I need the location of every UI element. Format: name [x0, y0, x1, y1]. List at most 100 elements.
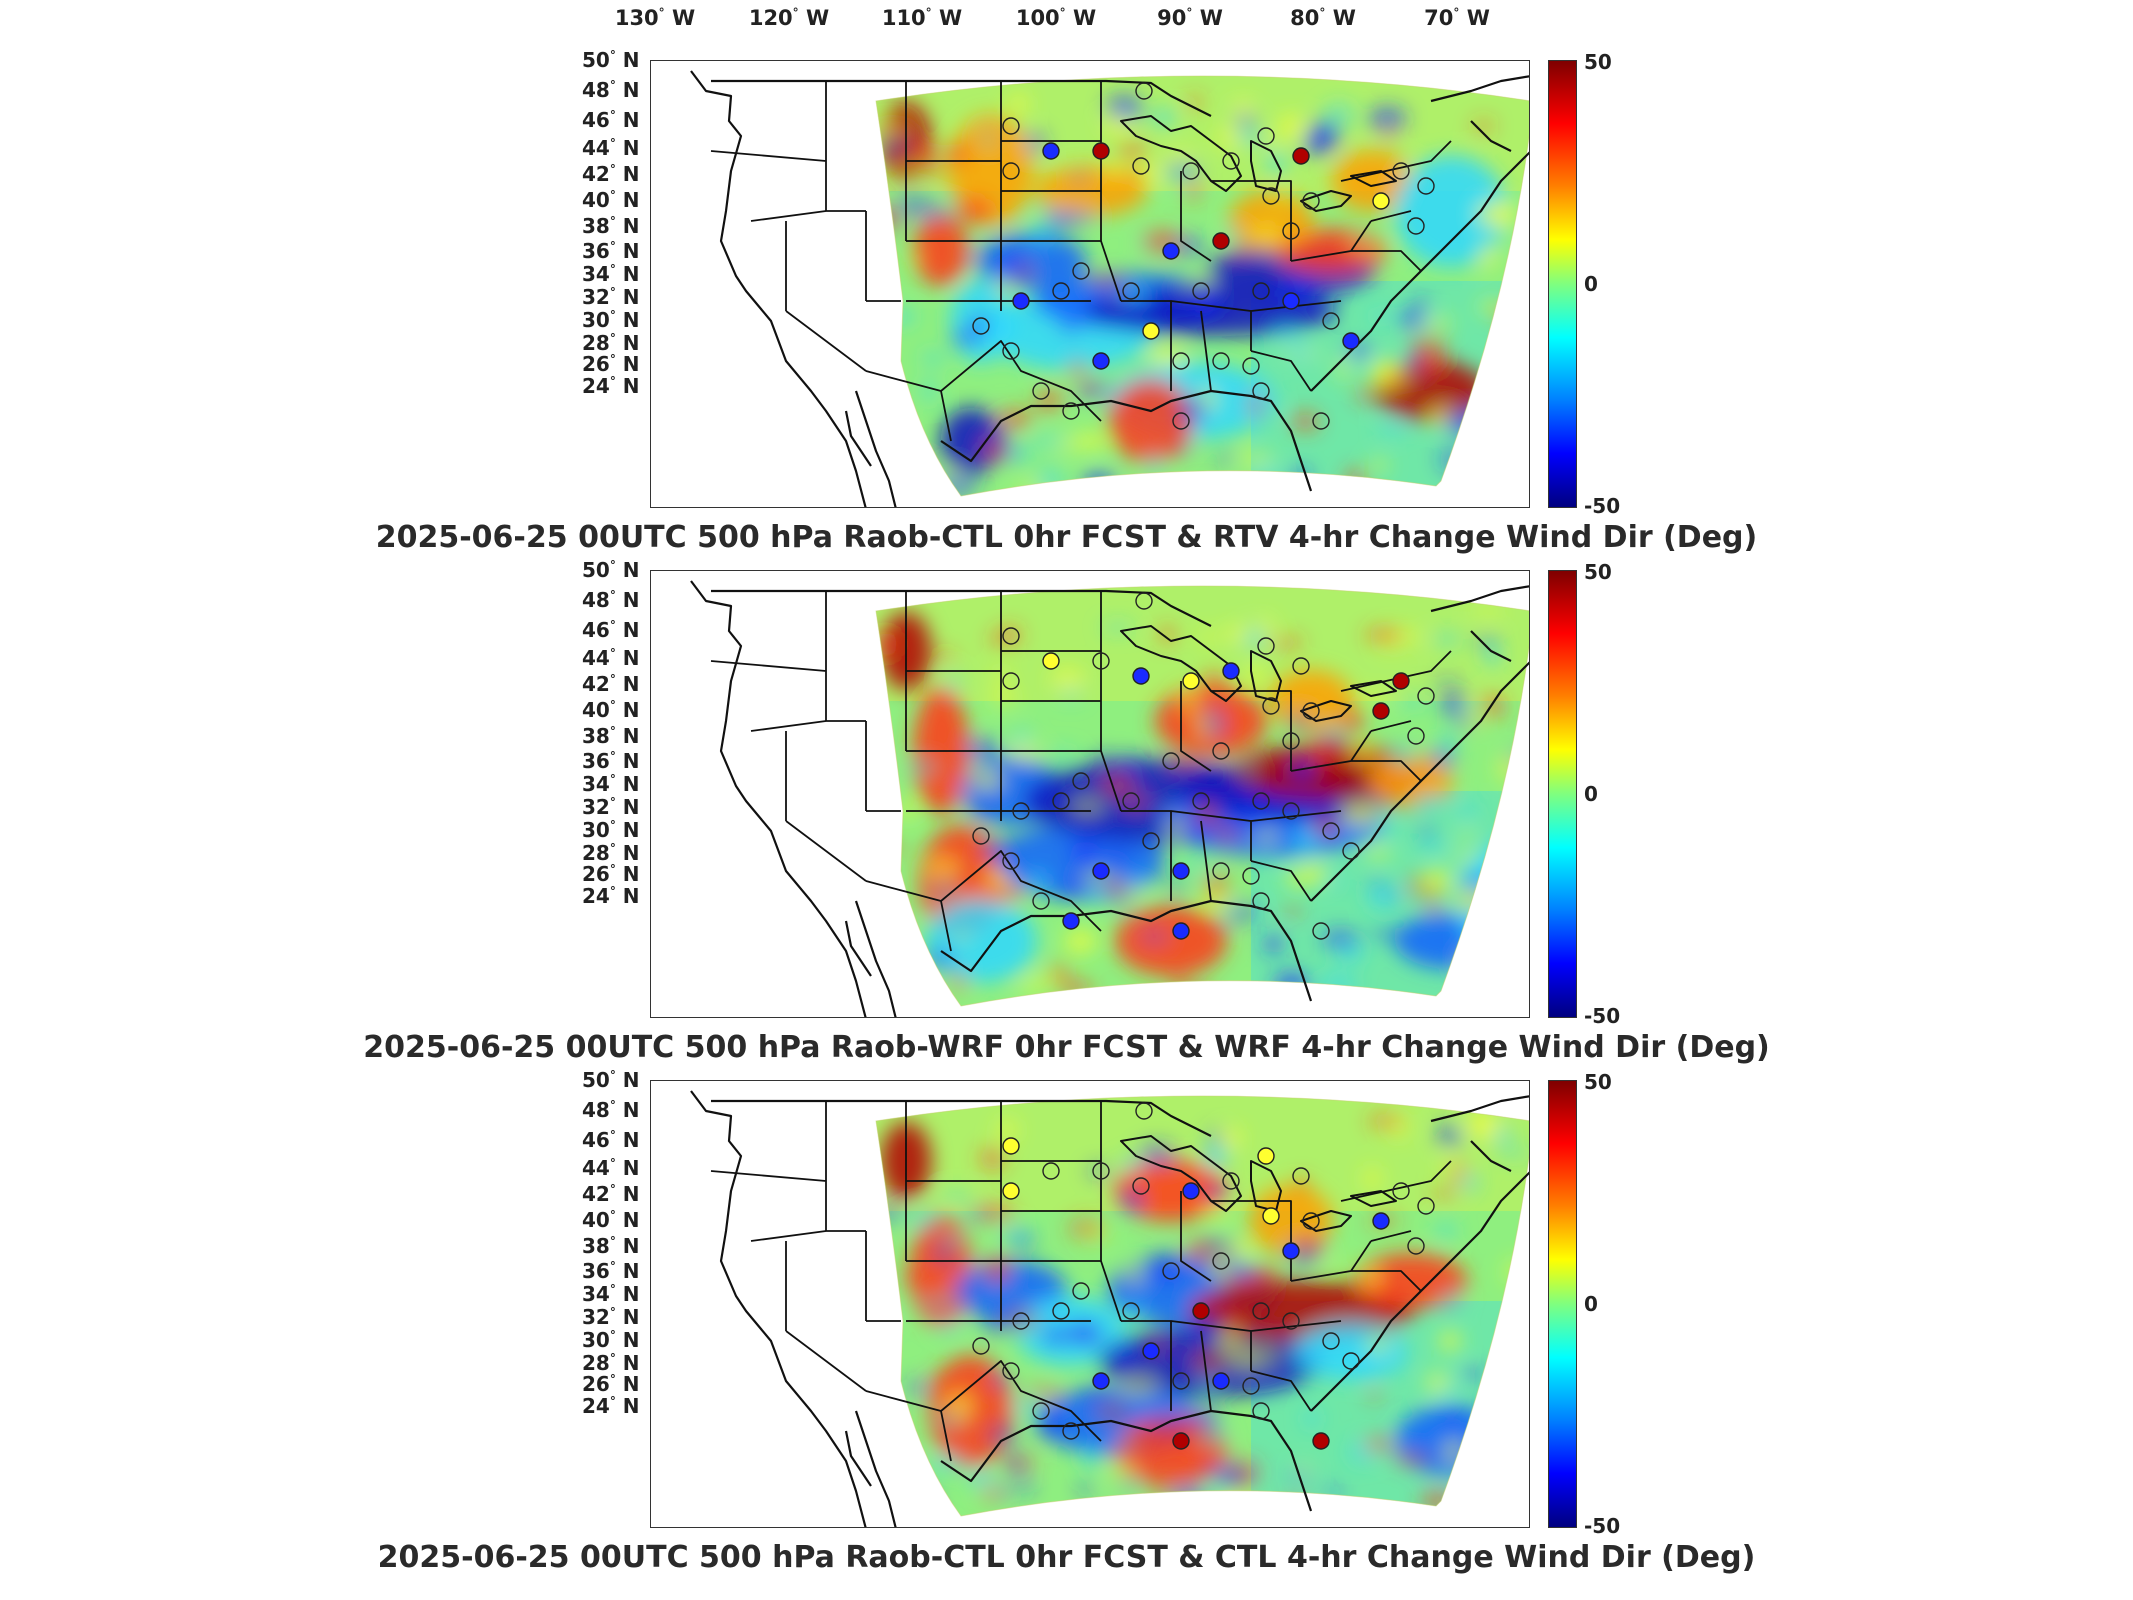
raob-station-marker — [1182, 162, 1200, 180]
raob-station-marker — [1172, 1372, 1190, 1390]
west-coastline — [690, 70, 867, 507]
lat-label-46n: 46° N — [582, 618, 640, 642]
raob-station-marker — [1222, 1172, 1240, 1190]
lat-label-34n: 34° N — [582, 1282, 640, 1306]
raob-station-marker — [1407, 1237, 1425, 1255]
raob-station-marker — [1252, 282, 1270, 300]
lon-label-70w: 70° W — [1424, 6, 1490, 30]
new-england-coast — [1430, 1095, 1529, 1172]
new-england-coast — [1430, 75, 1529, 152]
raob-station-marker — [1135, 1102, 1153, 1120]
raob-station-marker — [1172, 1432, 1190, 1450]
raob-station-marker — [1072, 1282, 1090, 1300]
lon-label-90w: 90° W — [1157, 6, 1223, 30]
lat-label-32n: 32° N — [582, 285, 640, 309]
raob-station-marker — [1242, 867, 1260, 885]
lat-label-26n: 26° N — [582, 352, 640, 376]
raob-station-marker — [1257, 1147, 1275, 1165]
raob-station-marker — [1392, 1182, 1410, 1200]
raob-station-marker — [1282, 1312, 1300, 1330]
raob-station-marker — [1042, 1162, 1060, 1180]
lat-label-42n: 42° N — [582, 672, 640, 696]
panel-title: 2025-06-25 00UTC 500 hPa Raob-CTL 0hr FC… — [375, 520, 1758, 555]
panel-title: 2025-06-25 00UTC 500 hPa Raob-CTL 0hr FC… — [377, 1540, 1756, 1575]
colorbar-mid-label: 0 — [1584, 272, 1598, 296]
raob-station-marker — [1262, 1207, 1280, 1225]
raob-station-marker — [1282, 1242, 1300, 1260]
colorbar-min-label: -50 — [1584, 1514, 1621, 1538]
raob-station-marker — [1312, 922, 1330, 940]
raob-station-marker — [1002, 627, 1020, 645]
state-borders — [710, 1101, 1452, 1462]
west-coastline — [690, 1090, 867, 1527]
raob-station-marker — [1042, 142, 1060, 160]
raob-station-marker — [1257, 637, 1275, 655]
raob-station-marker — [1242, 1377, 1260, 1395]
raob-station-marker — [1042, 652, 1060, 670]
raob-station-marker — [1092, 1372, 1110, 1390]
lat-label-40n: 40° N — [582, 1208, 640, 1232]
raob-station-marker — [1407, 727, 1425, 745]
raob-station-marker — [1372, 192, 1390, 210]
raob-station-marker — [1162, 242, 1180, 260]
panel-title: 2025-06-25 00UTC 500 hPa Raob-WRF 0hr FC… — [363, 1030, 1770, 1065]
raob-station-marker — [1212, 232, 1230, 250]
raob-station-marker — [1252, 1302, 1270, 1320]
lat-label-36n: 36° N — [582, 749, 640, 773]
great-lakes — [1120, 625, 1397, 722]
west-coastline — [690, 580, 867, 1017]
raob-station-marker — [1372, 702, 1390, 720]
map-svg — [690, 1090, 1529, 1527]
lon-label-110w: 110° W — [881, 6, 963, 30]
lat-label-28n: 28° N — [582, 1351, 640, 1375]
map-svg — [690, 580, 1529, 1017]
lat-label-28n: 28° N — [582, 331, 640, 355]
raob-station-marker — [1282, 292, 1300, 310]
lat-label-48n: 48° N — [582, 1098, 640, 1122]
raob-station-marker — [1292, 1167, 1310, 1185]
raob-station-marker — [1322, 1332, 1340, 1350]
raob-station-marker — [1312, 1432, 1330, 1450]
lat-label-36n: 36° N — [582, 1259, 640, 1283]
map-panel-1: 50° N 48° N 46° N 44° N 42° N 40° N 38° N 36° N… — [0, 48, 2133, 560]
baja-peninsula — [844, 1410, 897, 1527]
raob-station-marker — [1212, 352, 1230, 370]
raob-station-marker — [1002, 342, 1020, 360]
raob-station-marker — [1012, 292, 1030, 310]
lat-label-44n: 44° N — [582, 136, 640, 160]
colorbar-mid-label: 0 — [1584, 1292, 1598, 1316]
raob-station-marker — [1212, 1372, 1230, 1390]
raob-station-marker — [1417, 687, 1435, 705]
map-plot-area — [650, 1080, 1530, 1528]
lat-label-30n: 30° N — [582, 1328, 640, 1352]
raob-station-marker — [1002, 162, 1020, 180]
raob-station-marker — [1002, 1137, 1020, 1155]
colorbar — [1548, 1080, 1577, 1528]
raob-station-marker — [1172, 922, 1190, 940]
raob-station-marker — [1135, 592, 1153, 610]
colorbar-max-label: 50 — [1584, 50, 1612, 74]
raob-station-marker — [1072, 772, 1090, 790]
raob-station-marker — [1092, 862, 1110, 880]
raob-station-marker — [1172, 412, 1190, 430]
raob-station-marker — [1292, 147, 1310, 165]
raob-station-marker — [1062, 402, 1080, 420]
raob-station-marker — [1182, 1182, 1200, 1200]
raob-station-marker — [1342, 332, 1360, 350]
raob-station-marker — [1302, 192, 1320, 210]
raob-station-marker — [1212, 862, 1230, 880]
lat-label-44n: 44° N — [582, 1156, 640, 1180]
colorbar — [1548, 570, 1577, 1018]
raob-station-marker — [1032, 892, 1050, 910]
raob-station-marker — [1322, 312, 1340, 330]
lat-label-32n: 32° N — [582, 1305, 640, 1329]
wind-direction-field — [876, 76, 1529, 496]
lon-label-120w: 120° W — [748, 6, 830, 30]
raob-station-marker — [1072, 262, 1090, 280]
raob-station-marker — [972, 827, 990, 845]
lat-label-40n: 40° N — [582, 188, 640, 212]
raob-station-marker — [1302, 1212, 1320, 1230]
canada-border — [711, 79, 1212, 117]
colorbar — [1548, 60, 1577, 508]
raob-station-marker — [1192, 282, 1210, 300]
